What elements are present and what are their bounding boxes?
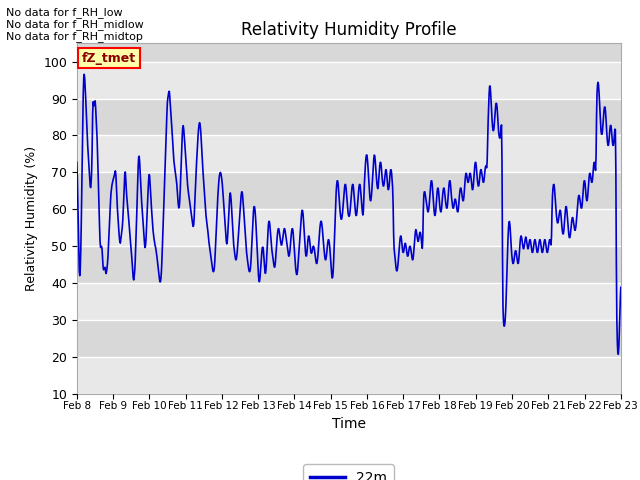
Bar (77, 209, 621, 246)
Y-axis label: Relativity Humidity (%): Relativity Humidity (%) (25, 146, 38, 291)
Bar (77, 98, 621, 135)
Text: No data for f_RH_midlow: No data for f_RH_midlow (6, 19, 144, 30)
Bar (77, 135, 621, 172)
Text: No data for f_RH_midtop: No data for f_RH_midtop (6, 31, 143, 42)
Title: Relativity Humidity Profile: Relativity Humidity Profile (241, 21, 456, 39)
Bar (77, 61, 621, 98)
Bar (77, 357, 621, 394)
Text: fZ_tmet: fZ_tmet (83, 52, 136, 65)
Legend: 22m: 22m (303, 464, 394, 480)
Bar (77, 172, 621, 209)
X-axis label: Time: Time (332, 417, 366, 431)
Bar (77, 283, 621, 320)
Bar (77, 320, 621, 357)
Bar (77, 246, 621, 283)
Text: No data for f_RH_low: No data for f_RH_low (6, 7, 123, 18)
